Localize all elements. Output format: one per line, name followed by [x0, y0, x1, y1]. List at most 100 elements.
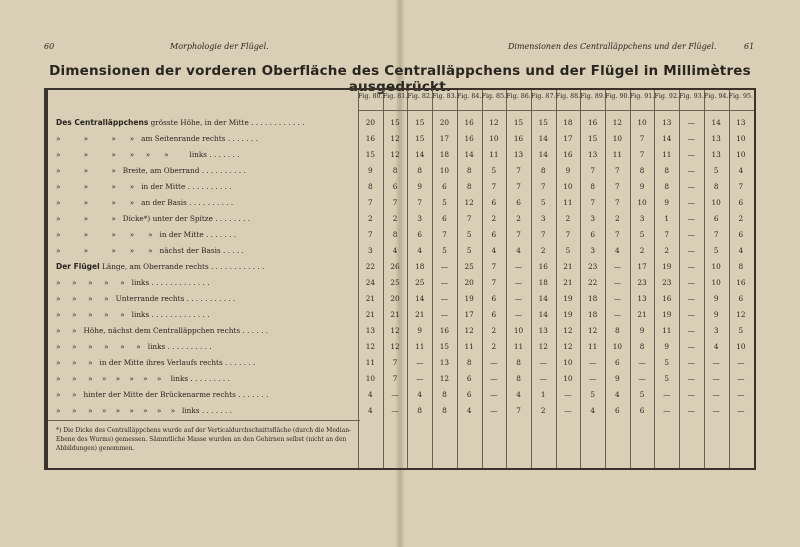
row-label: » » » » in der Mitte . . . . . . . . . . — [56, 182, 356, 191]
table-cell: — — [564, 406, 572, 415]
table-cell: 10 — [736, 342, 746, 351]
table-cell: 8 — [615, 326, 620, 335]
table-cell: 6 — [417, 230, 423, 239]
table-cell: 16 — [513, 134, 524, 143]
table-cell: 21 — [637, 310, 647, 319]
column-header: Fig. 82. — [407, 93, 432, 100]
table-cell: 4 — [417, 390, 423, 399]
table-cell: 19 — [662, 262, 672, 271]
table-cell: 5 — [590, 390, 595, 399]
table-cell: 12 — [538, 342, 548, 351]
table-cell: 12 — [563, 342, 573, 351]
table-cell: 7 — [540, 182, 546, 191]
table-cell: 5 — [565, 246, 571, 255]
table-cell: 15 — [538, 118, 548, 127]
table-cell: 15 — [587, 134, 598, 143]
column-divider — [629, 90, 631, 468]
table-cell: 2 — [491, 214, 497, 223]
table-cell: 16 — [563, 150, 573, 159]
table-cell: 8 — [738, 262, 744, 271]
table-cell: 3 — [590, 214, 595, 223]
table-cell: 11 — [662, 150, 672, 159]
table-cell: 18 — [415, 262, 425, 271]
table-cell: 6 — [491, 294, 497, 303]
table-cell: 7 — [639, 150, 645, 159]
row-label-text: Länge, am Oberrande rechts . . . . . . .… — [99, 262, 265, 271]
table-cell: 17 — [563, 134, 573, 143]
column-header: Fig. 92. — [654, 93, 679, 100]
table-cell: 13 — [513, 150, 524, 159]
right-page — [400, 0, 800, 547]
table-cell: 12 — [563, 326, 573, 335]
table-cell: 10 — [637, 198, 647, 207]
table-cell: 7 — [491, 278, 497, 287]
measurement-table: *) Die Dicke des Centralläppchens wurde … — [44, 88, 756, 470]
table-cell: — — [737, 406, 745, 415]
table-cell: 4 — [615, 246, 620, 255]
table-cell: 7 — [590, 198, 595, 207]
table-cell: 3 — [417, 214, 423, 223]
table-cell: 7 — [417, 198, 423, 207]
table-cell: 4 — [368, 390, 373, 399]
table-cell: — — [416, 358, 424, 367]
table-cell: 2 — [615, 214, 620, 223]
column-divider — [382, 90, 384, 468]
table-cell: — — [712, 406, 720, 415]
table-cell: 9 — [565, 166, 571, 175]
table-cell: 2 — [491, 342, 497, 351]
table-cell: 23 — [662, 278, 672, 287]
footnote-divider — [48, 420, 360, 421]
table-cell: 4 — [466, 406, 472, 415]
table-cell: 7 — [540, 230, 546, 239]
table-cell: 14 — [538, 294, 548, 303]
table-cell: 10 — [736, 150, 746, 159]
table-cell: — — [687, 134, 696, 143]
table-cell: 3 — [590, 246, 595, 255]
table-cell: 10 — [513, 326, 524, 335]
table-cell: 6 — [713, 214, 719, 223]
table-cell: 12 — [464, 326, 474, 335]
table-cell: 19 — [464, 294, 474, 303]
table-cell: 4 — [417, 246, 423, 255]
table-cell: — — [712, 390, 720, 399]
table-cell: 1 — [664, 214, 670, 223]
table-cell: 6 — [738, 294, 744, 303]
column-header: Fig. 88. — [555, 93, 581, 100]
table-cell: 8 — [442, 390, 447, 399]
column-header: Fig. 90. — [605, 93, 630, 100]
table-cell: — — [663, 406, 671, 415]
table-cell: — — [687, 310, 696, 319]
table-cell: 8 — [516, 358, 521, 367]
table-cell: 6 — [491, 198, 497, 207]
table-cell: 10 — [439, 166, 450, 175]
table-cell: 21 — [415, 310, 425, 319]
table-cell: 13 — [736, 118, 746, 127]
table-cell: — — [737, 358, 745, 367]
table-cell: 4 — [516, 390, 521, 399]
table-cell: 8 — [417, 166, 423, 175]
table-cell: — — [613, 310, 621, 319]
table-cell: 24 — [365, 278, 375, 287]
table-cell: 9 — [664, 342, 670, 351]
table-cell: 13 — [439, 358, 450, 367]
table-cell: — — [687, 358, 696, 367]
right-running-head: Dimensionen des Centralläppchens und der… — [508, 42, 717, 51]
table-cell: 4 — [491, 246, 497, 255]
table-cell: 7 — [639, 134, 645, 143]
row-label: Des Centralläppchens grösste Höhe, in de… — [56, 118, 356, 127]
table-cell: 9 — [615, 374, 620, 383]
row-label: » » hinter der Mitte der Brückenarme rec… — [56, 390, 356, 399]
table-cell: 5 — [540, 198, 546, 207]
table-cell: — — [687, 262, 696, 271]
table-cell: 9 — [713, 294, 719, 303]
table-cell: 11 — [489, 150, 499, 159]
table-cell: — — [514, 310, 523, 319]
row-label: » » » » » links . . . . . . . . . . . . … — [56, 278, 356, 287]
table-cell: 6 — [738, 230, 744, 239]
left-page — [0, 0, 400, 547]
table-cell: 9 — [368, 166, 373, 175]
table-cell: 13 — [587, 150, 598, 159]
table-cell: 6 — [615, 406, 620, 415]
row-label: » » » » » » links . . . . . . . — [56, 150, 356, 159]
table-cell: 8 — [417, 406, 423, 415]
